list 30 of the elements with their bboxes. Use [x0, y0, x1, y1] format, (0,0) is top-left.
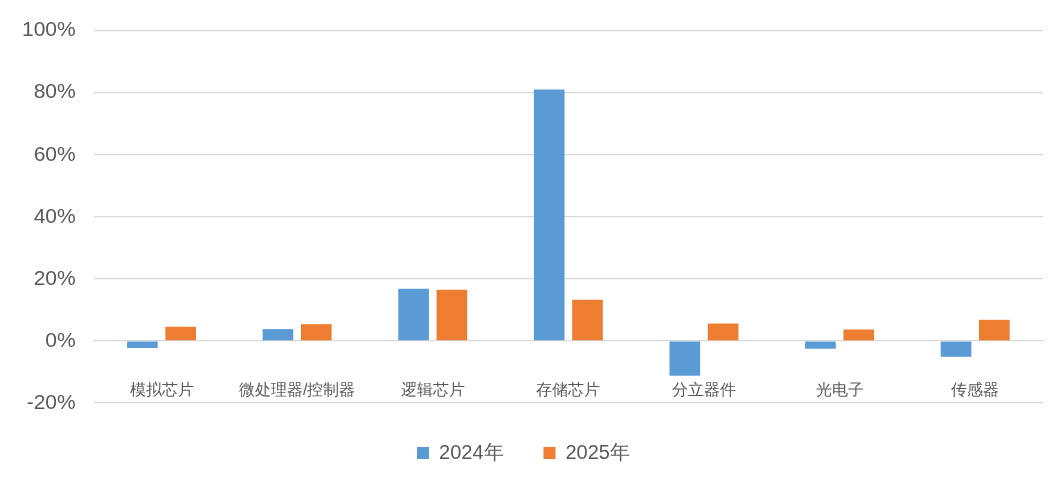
y-tick-label: 80%	[33, 79, 76, 103]
bar	[436, 289, 468, 341]
x-tick-label: 传感器	[951, 380, 1000, 398]
bar	[127, 341, 158, 349]
bar	[262, 329, 294, 341]
x-tick-label: 存储芯片	[536, 380, 601, 398]
y-tick-label: 100%	[21, 17, 76, 41]
x-tick-label: 逻辑芯片	[400, 380, 465, 398]
bar	[300, 324, 332, 341]
bar	[707, 323, 739, 341]
bar	[533, 89, 565, 341]
y-tick-label: 20%	[33, 265, 76, 289]
bar	[940, 341, 972, 357]
x-tick-label: 微处理器/控制器	[238, 380, 356, 398]
bar	[805, 341, 836, 349]
bar	[843, 329, 875, 341]
bar	[669, 341, 701, 376]
bar	[165, 326, 196, 341]
x-tick-label: 分立器件	[671, 380, 736, 398]
y-tick-label: 0%	[45, 327, 76, 351]
x-tick-label: 模拟芯片	[129, 380, 194, 398]
bar	[979, 319, 1010, 341]
legend-label: 2025年	[565, 440, 630, 463]
y-tick-label: 60%	[33, 141, 76, 165]
x-tick-label: 光电子	[815, 380, 864, 398]
bar	[398, 288, 429, 341]
y-tick-label: 40%	[33, 203, 76, 227]
bar	[572, 299, 603, 341]
y-tick-label: -20%	[26, 389, 76, 413]
legend-label: 2024年	[439, 440, 504, 463]
